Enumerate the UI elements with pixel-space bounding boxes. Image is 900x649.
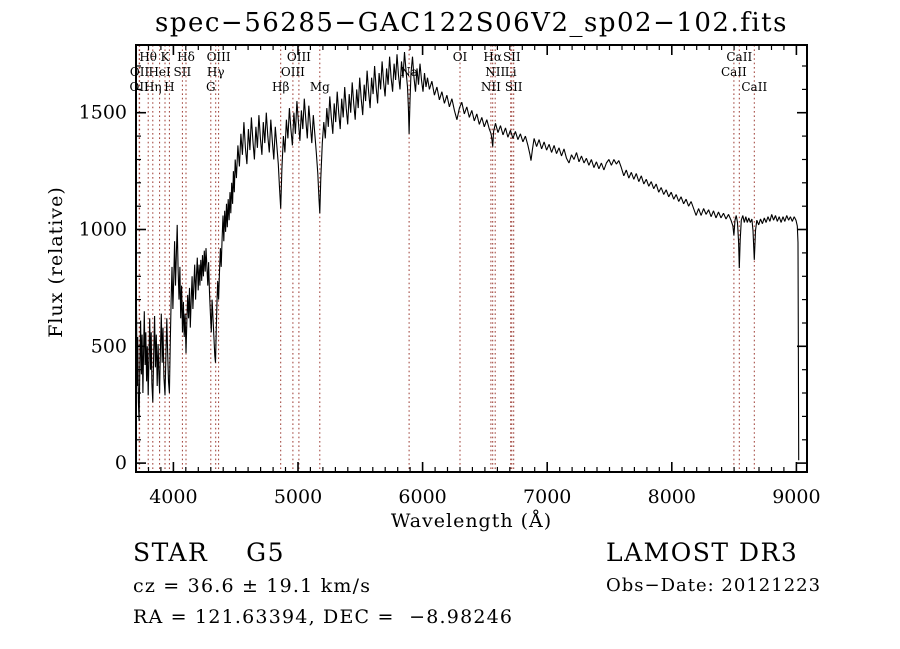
spectral-line-label: SII <box>505 80 523 94</box>
spectral-line-label: CaII <box>741 80 767 94</box>
y-axis-tick-label: 500 <box>91 335 127 357</box>
radial-velocity-text: cz = 36.6 ± 19.1 km/s <box>133 575 372 597</box>
x-axis-label: Wavelength (Å) <box>390 510 553 532</box>
y-axis-tick-label: 1500 <box>79 102 127 124</box>
spectral-line-label: Hθ <box>139 50 157 64</box>
spectral-line-label: NII <box>481 80 501 94</box>
spectral-line-label: Hα <box>483 50 502 64</box>
spectral-line-label: CaII <box>721 65 747 79</box>
spectral-line-label: K <box>161 50 171 64</box>
spectral-line-label: HeI <box>148 65 171 79</box>
spectral-line-label: SII <box>174 65 192 79</box>
spectral-line-label: OIII <box>207 50 231 64</box>
spectral-line-label: Hη <box>144 80 162 94</box>
x-axis-tick-label: 8000 <box>648 486 696 508</box>
page-title: spec−56285−GAC122S06V2_sp02−102.fits <box>155 8 788 38</box>
coordinates-text: RA = 121.63394, DEC = −8.98246 <box>133 606 514 628</box>
spectral-line-label: H <box>164 80 174 94</box>
spectral-line-label: OI <box>453 50 468 64</box>
spectral-line-label: Hβ <box>272 80 289 94</box>
spectral-line-label: OIII <box>281 65 305 79</box>
y-axis-tick-label: 1000 <box>79 219 127 241</box>
spectral-line-label: Mg <box>310 80 330 94</box>
spectrum-plot: OIIOIIHθHηHeIKHSIIHδGHγOIIIHβOIIIOIIIMgN… <box>79 44 821 508</box>
classification-text: STAR G5 <box>133 538 285 567</box>
x-axis-tick-label: 5000 <box>274 486 322 508</box>
spectral-line-label: Hγ <box>207 65 225 79</box>
x-axis-tick-label: 7000 <box>523 486 571 508</box>
spectral-line-label: Li <box>505 65 517 79</box>
spectral-line-label: OII <box>130 65 150 79</box>
y-axis-label: Flux (relative) <box>45 186 67 338</box>
spectrum-trace <box>135 51 800 461</box>
x-axis-tick-label: 6000 <box>398 486 446 508</box>
spectral-line-label: OII <box>130 80 150 94</box>
spectral-line-label: G <box>206 80 216 94</box>
spectral-line-label: OIII <box>287 50 311 64</box>
y-axis-tick-label: 0 <box>115 452 127 474</box>
plot-border <box>135 44 808 473</box>
spectral-line-label: SII <box>503 50 521 64</box>
survey-text: LAMOST DR3 <box>606 538 799 567</box>
spectral-line-label: CaII <box>726 50 752 64</box>
x-axis-tick-label: 4000 <box>149 486 197 508</box>
obs-date-text: Obs−Date: 20121223 <box>606 575 822 596</box>
spectral-line-label: NII <box>485 65 505 79</box>
spectral-line-label: Hδ <box>177 50 195 64</box>
x-axis-tick-label: 9000 <box>772 486 820 508</box>
